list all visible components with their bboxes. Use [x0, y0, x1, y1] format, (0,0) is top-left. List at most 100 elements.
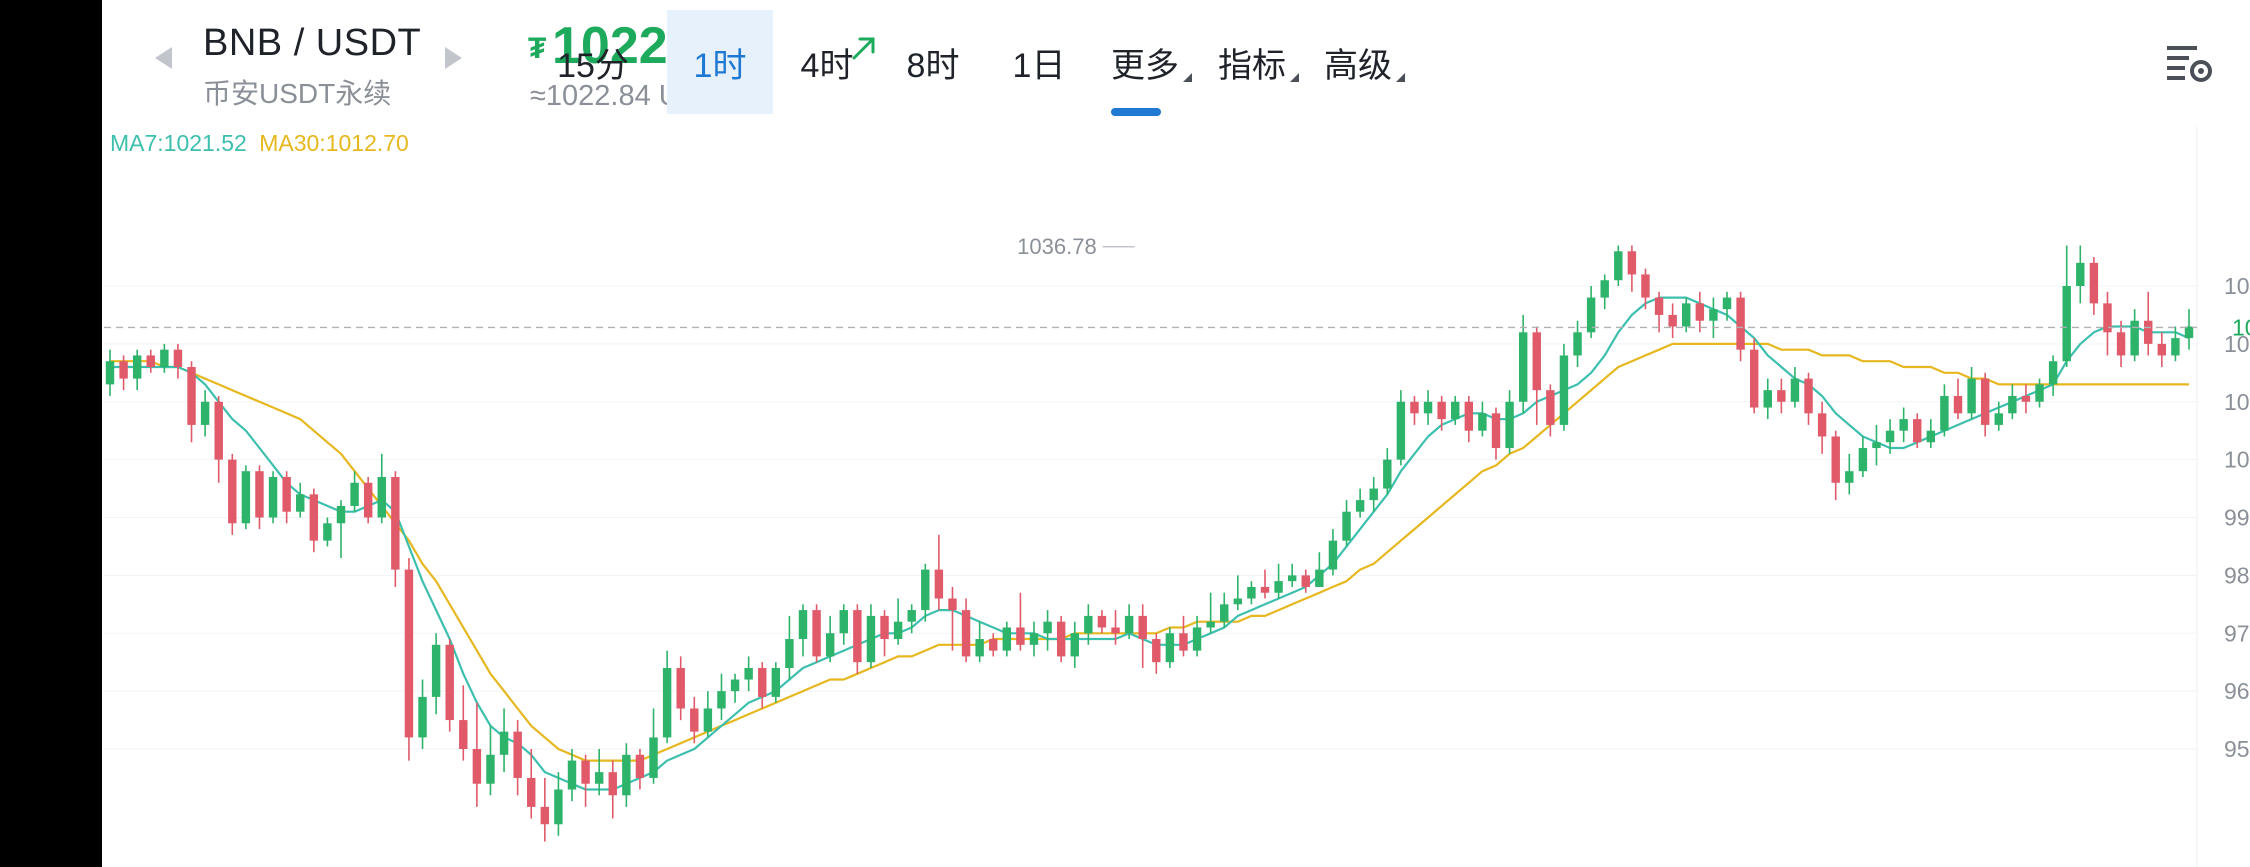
candle [418, 679, 427, 749]
chart-settings-icon[interactable] [2165, 40, 2215, 84]
candle [1491, 407, 1501, 460]
tab-indicators-dropdown[interactable]: 指标 [1199, 10, 1305, 114]
candle [214, 395, 223, 483]
candle [2157, 332, 2167, 368]
candle-body [1885, 430, 1895, 443]
tab-1h[interactable]: 1时 [667, 10, 773, 114]
candle [567, 749, 577, 802]
candle [676, 656, 685, 721]
candle-body [1980, 378, 1990, 425]
candle [907, 604, 916, 634]
candle [527, 749, 536, 819]
candle [282, 471, 291, 524]
candle-body [1505, 401, 1514, 449]
candle [2008, 384, 2017, 420]
candle-body [2103, 303, 2112, 333]
candle-body [173, 349, 183, 368]
tab-1d[interactable]: 1日 [986, 10, 1092, 114]
candle-body [1410, 401, 1419, 414]
ma30-line [110, 342, 2189, 762]
tab-advanced-dropdown[interactable]: 高级 [1305, 10, 1411, 114]
tab-label: 8时 [906, 46, 960, 85]
next-arrow-icon[interactable] [445, 47, 462, 69]
candle [1464, 395, 1474, 443]
candle [1478, 401, 1487, 437]
symbol-title[interactable]: BNB / USDT [203, 22, 422, 64]
candle [1274, 563, 1283, 599]
candle-body [1709, 309, 1718, 321]
candle [2089, 257, 2099, 315]
candle-body [1029, 633, 1039, 645]
candle-body [418, 696, 427, 738]
candle-body [1953, 395, 1963, 414]
candle-body [1437, 401, 1446, 420]
candle [1097, 610, 1107, 634]
candle-body [119, 361, 128, 379]
candlestick-chart[interactable]: 1022.84 9509609709809901000101010201030 … [102, 126, 2250, 867]
candle-body [1967, 378, 1976, 414]
ma7-legend-label: MA7:1021.52 [110, 130, 247, 156]
candle [730, 673, 740, 703]
candle [798, 604, 808, 657]
candle-body [1179, 633, 1188, 651]
candle-body [853, 610, 862, 663]
tab-label: 4时 [800, 46, 854, 85]
candle [866, 604, 876, 668]
tab-label: 1时 [693, 46, 747, 85]
candle [1247, 581, 1256, 605]
candle [1505, 390, 1514, 454]
candle-body [1614, 251, 1623, 281]
candle [635, 749, 645, 790]
tab-label: 15分 [557, 46, 629, 85]
candle [1056, 615, 1066, 663]
candle-body [1736, 297, 1745, 350]
candle [2048, 355, 2058, 396]
candle-body [282, 476, 291, 512]
candle [1165, 627, 1175, 668]
candle-body [690, 708, 699, 732]
candle-body [1763, 390, 1772, 408]
candle [309, 488, 319, 553]
candle [581, 754, 590, 807]
candle-body [1043, 621, 1052, 634]
candle [1342, 500, 1351, 547]
candle [880, 610, 889, 657]
candle-body [2089, 262, 2099, 304]
candle-body [459, 720, 468, 749]
candle-body [1355, 500, 1365, 512]
prev-arrow-icon[interactable] [155, 47, 172, 69]
candle-body [594, 772, 604, 784]
tab-label: 高级 [1324, 46, 1392, 85]
candle [1600, 274, 1609, 310]
candle [255, 465, 264, 530]
ma30-series-line [110, 342, 2189, 762]
candle [1804, 372, 1813, 425]
candle [744, 656, 753, 692]
chart-header: BNB / USDT 币安USDT永续 ₮ 1022.84 ≈1022.84 U… [102, 0, 2250, 126]
candle [1152, 633, 1161, 674]
candle-body [622, 754, 631, 796]
grid-lines [104, 126, 2198, 867]
candle-body [255, 471, 264, 518]
tab-15min[interactable]: 15分 [540, 10, 646, 114]
candle [1967, 367, 1976, 420]
candle-body [975, 639, 984, 657]
candle [486, 725, 495, 796]
candle [363, 476, 373, 524]
tab-more-dropdown[interactable]: 更多 [1092, 10, 1198, 114]
candle [853, 604, 862, 674]
tab-8h[interactable]: 8时 [880, 10, 986, 114]
candle [1817, 401, 1827, 454]
candle [1913, 413, 1922, 449]
candle-body [934, 569, 944, 599]
tab-4h[interactable]: 4时 [774, 10, 880, 114]
candle [608, 760, 617, 819]
candle [1709, 297, 1718, 339]
candle [377, 453, 386, 524]
candle-body [1206, 621, 1215, 628]
candle-body [472, 749, 482, 784]
candle-body [1138, 615, 1147, 640]
candle [1043, 610, 1052, 651]
candle [1749, 338, 1759, 414]
